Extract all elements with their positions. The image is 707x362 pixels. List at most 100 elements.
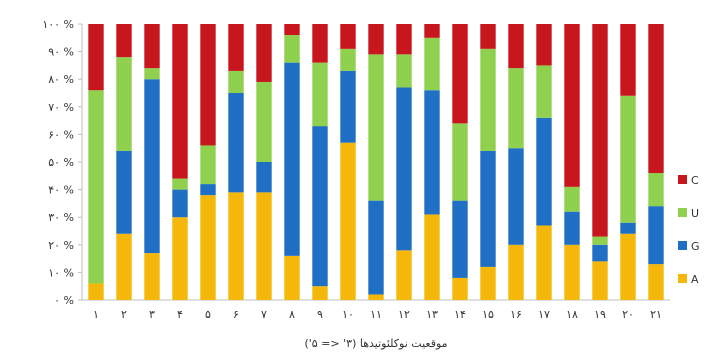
- bar-segment-A: [116, 233, 132, 300]
- bar-segment-A: [508, 244, 524, 300]
- x-tick-label: ۱۳: [426, 308, 438, 321]
- y-tick-label: ۶۰ %: [48, 128, 74, 141]
- x-tick-label: ۵: [205, 308, 211, 321]
- bar-segment-U: [172, 178, 188, 190]
- y-tick-label: ۵۰ %: [48, 156, 74, 169]
- y-axis-ticks: ۰ % ۱۰ % ۲۰ % ۳۰ % ۴۰ % ۵۰ % ۶۰ % ۷۰ % ۸۰ % ۹۰ % ۱…: [42, 18, 82, 307]
- y-tick-label: ۹۰ %: [48, 46, 74, 59]
- bar-segment-A: [592, 261, 608, 300]
- bar-segment-A: [536, 225, 552, 300]
- bar-segment-A: [368, 294, 384, 300]
- bar-segment-C: [228, 24, 244, 71]
- x-tick-label: ۸: [289, 308, 295, 321]
- bar-segment-U: [424, 37, 440, 91]
- bar-segment-G: [480, 150, 496, 267]
- x-tick-label: ۱۷: [538, 308, 550, 321]
- bar-segment-G: [564, 211, 580, 245]
- bar-segment-A: [228, 192, 244, 300]
- bar-segment-C: [620, 24, 636, 96]
- x-tick-label: ۴: [177, 308, 183, 321]
- bar-segment-A: [452, 277, 468, 300]
- bar-segment-C: [116, 24, 132, 58]
- x-tick-label: ۳: [149, 308, 155, 321]
- bar-segment-U: [144, 68, 160, 80]
- legend-swatch-U: [678, 208, 687, 217]
- bar-segment-A: [200, 195, 216, 300]
- x-axis-ticks: ۱ ۲ ۳ ۴ ۵ ۶ ۷ ۸ ۹ ۱۰ ۱۱ ۱۲ ۱۳ ۱۴ ۱۵ ۱۶ ۱۷ ۱۸ ۱۹ ۲۰ ۲۱: [93, 308, 662, 321]
- bar-segment-G: [312, 126, 328, 287]
- bar-segment-A: [564, 244, 580, 300]
- bars: [88, 24, 664, 300]
- bar-segment-G: [256, 162, 272, 193]
- bar-segment-A: [340, 142, 356, 300]
- bar-segment-U: [508, 68, 524, 149]
- bar-segment-G: [144, 79, 160, 254]
- bar-segment-G: [424, 90, 440, 215]
- bar-segment-G: [648, 206, 664, 265]
- bar-segment-C: [536, 24, 552, 66]
- bar-segment-C: [648, 24, 664, 174]
- bar-segment-U: [620, 95, 636, 223]
- bar-segment-C: [172, 24, 188, 179]
- bar-segment-G: [508, 148, 524, 245]
- y-tick-label: ۴۰ %: [48, 184, 74, 197]
- bar-segment-U: [88, 90, 104, 284]
- bar-segment-U: [312, 62, 328, 127]
- x-tick-label: ۶: [233, 308, 239, 321]
- bar-segment-A: [620, 233, 636, 300]
- bar-segment-C: [480, 24, 496, 49]
- bar-segment-G: [200, 184, 216, 196]
- bar-segment-A: [172, 217, 188, 300]
- bar-segment-C: [368, 24, 384, 55]
- bar-segment-U: [592, 236, 608, 245]
- y-tick-label: ۲۰ %: [48, 239, 74, 252]
- bar-segment-A: [88, 283, 104, 300]
- bar-segment-C: [256, 24, 272, 82]
- bar-segment-G: [228, 93, 244, 193]
- y-tick-label: ۸۰ %: [48, 73, 74, 86]
- legend-swatch-A: [678, 274, 687, 283]
- bar-segment-U: [200, 145, 216, 185]
- x-tick-label: ۱۶: [510, 308, 522, 321]
- x-tick-label: ۱۱: [370, 308, 382, 321]
- y-tick-label: ۷۰ %: [48, 101, 74, 114]
- y-tick-label: ۰ %: [54, 294, 74, 307]
- legend-label-U: U: [691, 207, 699, 220]
- x-tick-label: ۲: [121, 308, 127, 321]
- bar-segment-C: [508, 24, 524, 69]
- bar-segment-A: [424, 214, 440, 300]
- bar-segment-C: [200, 24, 216, 146]
- bar-segment-G: [340, 70, 356, 143]
- bar-segment-U: [340, 48, 356, 71]
- bar-segment-G: [396, 87, 412, 251]
- x-axis-title: موقعیت نوکلئوتیدها (۳' <= ۵'): [304, 337, 447, 350]
- bar-segment-A: [648, 264, 664, 300]
- y-tick-label: ۱۰ %: [48, 266, 74, 279]
- x-tick-label: ۱۸: [566, 308, 578, 321]
- bar-segment-U: [116, 57, 132, 151]
- bar-segment-G: [368, 200, 384, 295]
- bar-segment-U: [284, 35, 300, 63]
- bar-segment-U: [536, 65, 552, 118]
- x-tick-label: ۱۲: [398, 308, 410, 321]
- y-tick-label: ۳۰ %: [48, 211, 74, 224]
- x-tick-label: ۱۵: [482, 308, 494, 321]
- bar-segment-C: [564, 24, 580, 187]
- bar-segment-G: [284, 62, 300, 256]
- bar-segment-C: [144, 24, 160, 69]
- legend-label-A: A: [691, 273, 699, 286]
- bar-segment-U: [564, 186, 580, 212]
- bar-segment-U: [480, 48, 496, 151]
- x-tick-label: ۱۴: [454, 308, 466, 321]
- bar-segment-U: [228, 70, 244, 93]
- legend: C U G A: [678, 174, 700, 286]
- legend-swatch-G: [678, 241, 687, 250]
- legend-label-G: G: [691, 240, 700, 253]
- bar-segment-G: [172, 189, 188, 218]
- legend-swatch-C: [678, 175, 687, 184]
- x-tick-label: ۲۰: [622, 308, 634, 321]
- x-tick-label: ۱: [93, 308, 99, 321]
- bar-segment-U: [396, 54, 412, 88]
- bar-segment-C: [88, 24, 104, 91]
